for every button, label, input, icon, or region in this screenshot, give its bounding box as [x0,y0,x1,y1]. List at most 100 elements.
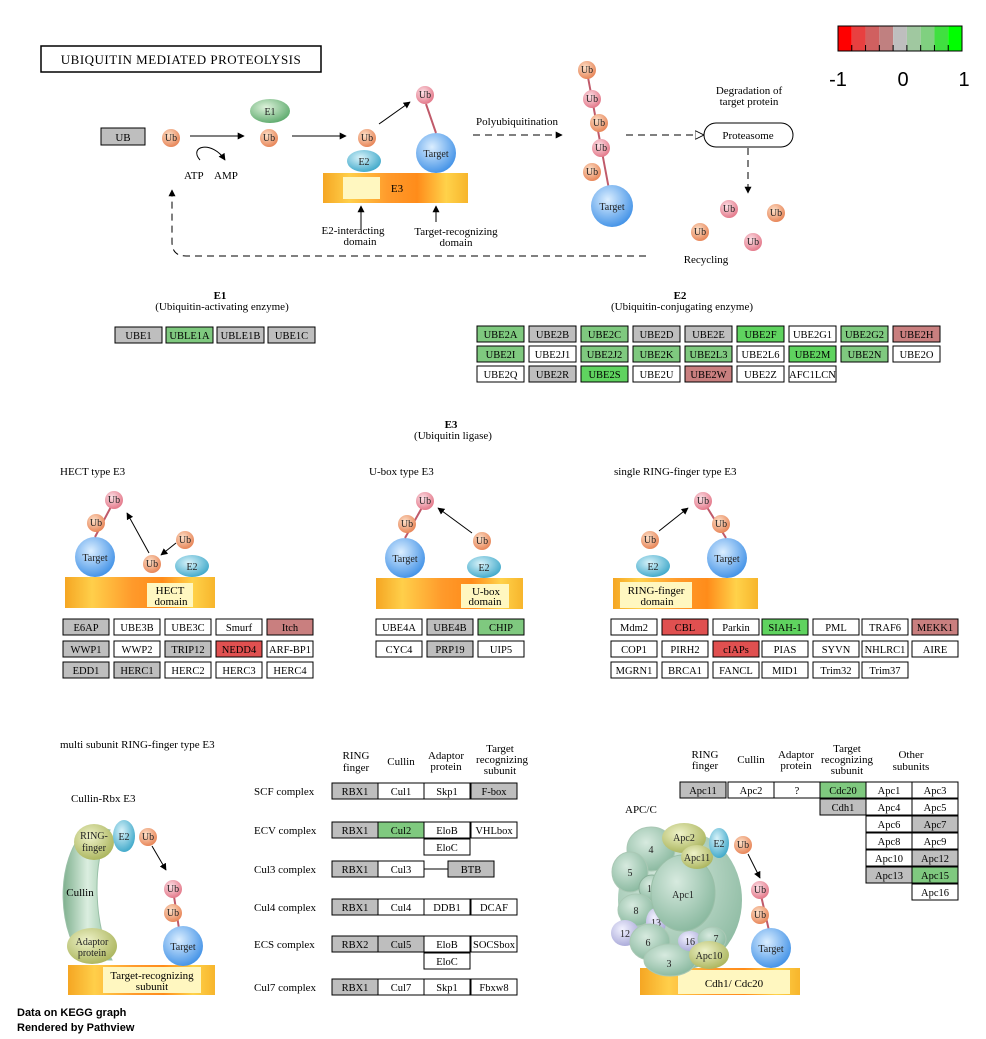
gene-ube2w[interactable]: UBE2W [684,365,733,383]
gene-siah-1[interactable]: SIAH-1 [761,618,809,636]
gene-cop1[interactable]: COP1 [610,640,658,658]
gene-apc8[interactable]: Apc8 [865,832,913,850]
gene-apc12[interactable]: Apc12 [911,849,959,867]
gene-ube1[interactable]: UBE1 [114,326,163,344]
gene-ube2g1[interactable]: UBE2G1 [788,325,837,343]
gene-pias[interactable]: PIAS [761,640,809,658]
gene-uip5[interactable]: UIP5 [477,640,525,658]
gene-ube2e[interactable]: UBE2E [684,325,733,343]
gene-ube2i[interactable]: UBE2I [476,345,525,363]
gene-trim37[interactable]: Trim37 [861,661,909,679]
gene-brca1[interactable]: BRCA1 [661,661,709,679]
gene-ube2k[interactable]: UBE2K [632,345,681,363]
gene-arf-bp1[interactable]: ARF-BP1 [266,640,314,658]
gene-syvn[interactable]: SYVN [812,640,860,658]
gene-rbx1[interactable]: RBX1 [331,782,379,800]
gene-pirh2[interactable]: PIRH2 [661,640,709,658]
gene-rbx1[interactable]: RBX1 [331,821,379,839]
gene-ube2c[interactable]: UBE2C [580,325,629,343]
gene-aire[interactable]: AIRE [911,640,959,658]
gene-cul2[interactable]: Cul2 [377,821,425,839]
gene-rbx1[interactable]: RBX1 [331,860,379,878]
gene-nedd4[interactable]: NEDD4 [215,640,263,658]
gene-apc3[interactable]: Apc3 [911,781,959,799]
gene-itch[interactable]: Itch [266,618,314,636]
gene-herc1[interactable]: HERC1 [113,661,161,679]
gene-ube2j1[interactable]: UBE2J1 [528,345,577,363]
gene-edd1[interactable]: EDD1 [62,661,110,679]
gene-cyc4[interactable]: CYC4 [375,640,423,658]
gene-smurf[interactable]: Smurf [215,618,263,636]
gene-rbx1[interactable]: RBX1 [331,898,379,916]
gene-apc6[interactable]: Apc6 [865,815,913,833]
gene-apc16[interactable]: Apc16 [911,883,959,901]
gene-apc15[interactable]: Apc15 [911,866,959,884]
gene-ube2q[interactable]: UBE2Q [476,365,525,383]
gene-herc3[interactable]: HERC3 [215,661,263,679]
gene-ube2l6[interactable]: UBE2L6 [736,345,785,363]
gene-eloc[interactable]: EloC [423,838,471,856]
gene-elob[interactable]: EloB [423,821,471,839]
gene-parkin[interactable]: Parkin [712,618,760,636]
gene-wwp1[interactable]: WWP1 [62,640,110,658]
gene-skp1[interactable]: Skp1 [423,782,471,800]
gene-ube2g2[interactable]: UBE2G2 [840,325,889,343]
gene-btb[interactable]: BTB [447,860,495,878]
gene-rbx2[interactable]: RBX2 [331,935,379,953]
gene-mdm2[interactable]: Mdm2 [610,618,658,636]
gene-f-box[interactable]: F-box [470,782,518,800]
gene-herc2[interactable]: HERC2 [164,661,212,679]
gene-wwp2[interactable]: WWP2 [113,640,161,658]
gene-chip[interactable]: CHIP [477,618,525,636]
gene-unknown[interactable]: ? [773,781,821,799]
gene-dcaf[interactable]: DCAF [470,898,518,916]
gene-apc2[interactable]: Apc2 [727,781,775,799]
gene-ube2f[interactable]: UBE2F [736,325,785,343]
gene-ube4a[interactable]: UBE4A [375,618,423,636]
gene-cul7[interactable]: Cul7 [377,978,425,996]
gene-apc11[interactable]: Apc11 [679,781,727,799]
gene-apc1[interactable]: Apc1 [865,781,913,799]
gene-ciaps[interactable]: cIAPs [712,640,760,658]
gene-cul3[interactable]: Cul3 [377,860,425,878]
gene-vhlbox[interactable]: VHLbox [470,821,518,839]
gene-apc13[interactable]: Apc13 [865,866,913,884]
gene-nhlrc1[interactable]: NHLRC1 [861,640,909,658]
gene-ube2h[interactable]: UBE2H [892,325,941,343]
gene-ube2o[interactable]: UBE2O [892,345,941,363]
gene-fbxw8[interactable]: Fbxw8 [470,978,518,996]
gene-ube2z[interactable]: UBE2Z [736,365,785,383]
gene-ube2a[interactable]: UBE2A [476,325,525,343]
gene-skp1[interactable]: Skp1 [423,978,471,996]
gene-herc4[interactable]: HERC4 [266,661,314,679]
gene-uble1a[interactable]: UBLE1A [165,326,214,344]
gene-cbl[interactable]: CBL [661,618,709,636]
gene-afc1lcn[interactable]: AFC1LCN [788,365,837,383]
gene-ube2u[interactable]: UBE2U [632,365,681,383]
gene-ube2l3[interactable]: UBE2L3 [684,345,733,363]
gene-eloc[interactable]: EloC [423,952,471,970]
gene-trip12[interactable]: TRIP12 [164,640,212,658]
gene-ddb1[interactable]: DDB1 [423,898,471,916]
gene-cdh1[interactable]: Cdh1 [819,798,867,816]
gene-ube2j2[interactable]: UBE2J2 [580,345,629,363]
gene-ube2d[interactable]: UBE2D [632,325,681,343]
gene-apc4[interactable]: Apc4 [865,798,913,816]
gene-ube1c[interactable]: UBE1C [267,326,316,344]
gene-elob[interactable]: EloB [423,935,471,953]
gene-mgrn1[interactable]: MGRN1 [610,661,658,679]
gene-socsbox[interactable]: SOCSbox [470,935,518,953]
gene-cul4[interactable]: Cul4 [377,898,425,916]
gene-prp19[interactable]: PRP19 [426,640,474,658]
gene-apc9[interactable]: Apc9 [911,832,959,850]
gene-cul1[interactable]: Cul1 [377,782,425,800]
gene-fancl[interactable]: FANCL [712,661,760,679]
gene-uble1b[interactable]: UBLE1B [216,326,265,344]
gene-ube2m[interactable]: UBE2M [788,345,837,363]
gene-ube2s[interactable]: UBE2S [580,365,629,383]
gene-ube2n[interactable]: UBE2N [840,345,889,363]
gene-apc7[interactable]: Apc7 [911,815,959,833]
gene-pml[interactable]: PML [812,618,860,636]
gene-cul5[interactable]: Cul5 [377,935,425,953]
gene-rbx1[interactable]: RBX1 [331,978,379,996]
